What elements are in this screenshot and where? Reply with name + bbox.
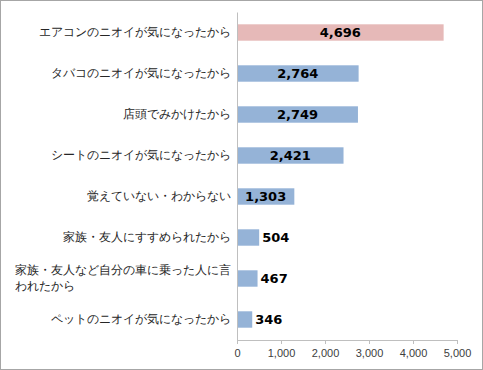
y-axis: エアコンのニオイが気になったからタバコのニオイが気になったから店頭でみかけたから…: [15, 13, 238, 341]
data-label: 2,421: [270, 148, 311, 163]
x-tick-label: 5,000: [444, 347, 472, 359]
y-tick: 店頭でみかけたから: [123, 107, 231, 121]
y-tick: タバコのニオイが気になったから: [51, 67, 231, 80]
x-tick: 1,000: [268, 340, 296, 359]
category-label: エアコンのニオイが気になったから: [39, 26, 231, 39]
bar: [237, 65, 359, 81]
x-tick-mark: [281, 340, 282, 344]
plot: 0 1,000 2,000 3,000 4,000 5,000 エアコンのニオイが気になった…: [15, 13, 471, 359]
x-axis-line: [238, 340, 458, 341]
data-label: 346: [255, 312, 282, 327]
category-label: ペットのニオイが気になったから: [51, 313, 231, 326]
bars: [237, 24, 444, 327]
x-tick-mark: [237, 340, 238, 344]
chart: 0 1,000 2,000 3,000 4,000 5,000 エアコンのニオイが気になった…: [0, 0, 483, 370]
frame: [1, 1, 483, 370]
x-tick-mark: [325, 340, 326, 344]
x-tick-label: 3,000: [356, 347, 384, 359]
y-tick: シートのニオイが気になったから: [51, 149, 231, 162]
category-label: 店頭でみかけたから: [123, 107, 231, 121]
category-label-line: 家族・友人など自分の車に乗った人に言: [15, 263, 231, 277]
y-tick: 覚えていない・わからない: [87, 189, 231, 203]
y-tick: 家族・友人にすすめられたから: [63, 230, 231, 244]
x-tick: 0: [234, 340, 240, 359]
x-tick-label: 2,000: [312, 347, 340, 359]
x-tick-label: 1,000: [268, 347, 296, 359]
y-axis-line: [237, 13, 238, 341]
x-tick-mark: [369, 340, 370, 344]
y-tick: ペットのニオイが気になったから: [51, 313, 231, 326]
bar: [237, 311, 252, 327]
x-tick-mark: [457, 340, 458, 344]
bar: [237, 188, 294, 204]
x-tick-mark: [413, 340, 414, 344]
y-tick: エアコンのニオイが気になったから: [39, 26, 231, 39]
data-label: 504: [262, 230, 289, 245]
data-label: 2,749: [277, 107, 318, 122]
bar: [237, 106, 358, 122]
category-label: 家族・友人など自分の車に乗った人に言われたから: [15, 263, 231, 292]
data-label: 4,696: [320, 25, 361, 40]
bar: [237, 147, 344, 163]
category-label: 覚えていない・わからない: [87, 189, 231, 203]
x-tick: 5,000: [444, 340, 472, 359]
category-label: タバコのニオイが気になったから: [51, 67, 231, 80]
bar: [237, 270, 258, 286]
y-tick: 家族・友人など自分の車に乗った人に言われたから: [15, 263, 231, 292]
x-tick: 2,000: [312, 340, 340, 359]
x-tick: 3,000: [356, 340, 384, 359]
category-label: 家族・友人にすすめられたから: [63, 230, 231, 244]
bar: [237, 24, 444, 40]
x-axis: 0 1,000 2,000 3,000 4,000 5,000: [234, 340, 471, 359]
category-label: シートのニオイが気になったから: [51, 149, 231, 162]
x-tick-label: 0: [234, 347, 240, 359]
data-labels: 4,696 2,764 2,749 2,421 1,303 504 467 346: [245, 25, 361, 327]
x-tick-label: 4,000: [400, 347, 428, 359]
data-label: 1,303: [245, 189, 286, 204]
x-tick: 4,000: [400, 340, 428, 359]
bar: [237, 229, 259, 245]
data-label: 2,764: [277, 66, 318, 81]
category-label-line: われたから: [15, 280, 75, 292]
data-label: 467: [261, 271, 288, 286]
